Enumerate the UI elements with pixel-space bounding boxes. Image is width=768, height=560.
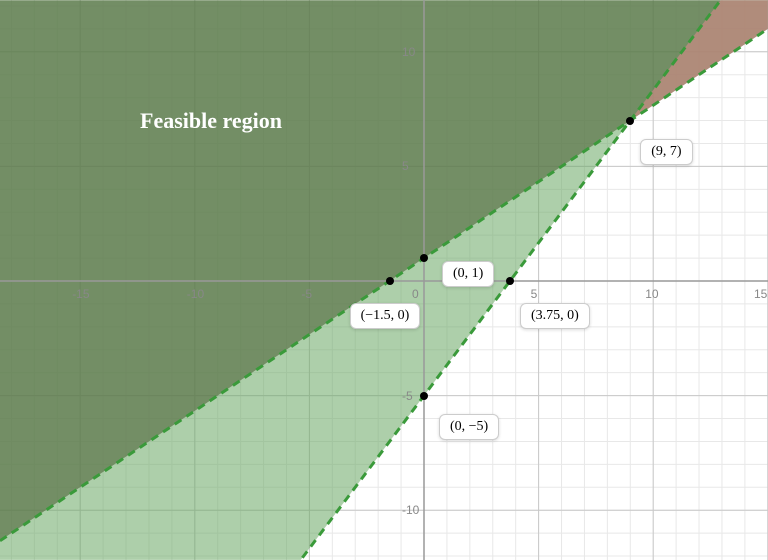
axis-tick-x: -10 [187,287,204,301]
axis-tick-x: -5 [301,287,312,301]
axis-tick-x: 5 [531,287,538,301]
axis-tick-x: -15 [72,287,89,301]
plot-point [386,277,394,285]
plot-point [626,117,634,125]
axis-tick-x: 15 [754,287,767,301]
axis-tick-y: 5 [402,159,409,173]
axis-tick-y: -10 [402,503,419,517]
feasible-region-title: Feasible region [140,108,282,134]
plot-point [506,277,514,285]
axis-tick-y: -5 [402,389,413,403]
plot-point [420,392,428,400]
axis-tick-origin: 0 [412,287,419,301]
point-label: (9, 7) [640,139,692,165]
point-label: (0, 1) [442,261,494,287]
point-label: (3.75, 0) [520,303,590,329]
point-label: (0, −5) [439,414,499,440]
plot-point [420,254,428,262]
axis-tick-y: 10 [402,45,415,59]
point-label: (−1.5, 0) [350,303,421,329]
axis-tick-x: 10 [645,287,658,301]
